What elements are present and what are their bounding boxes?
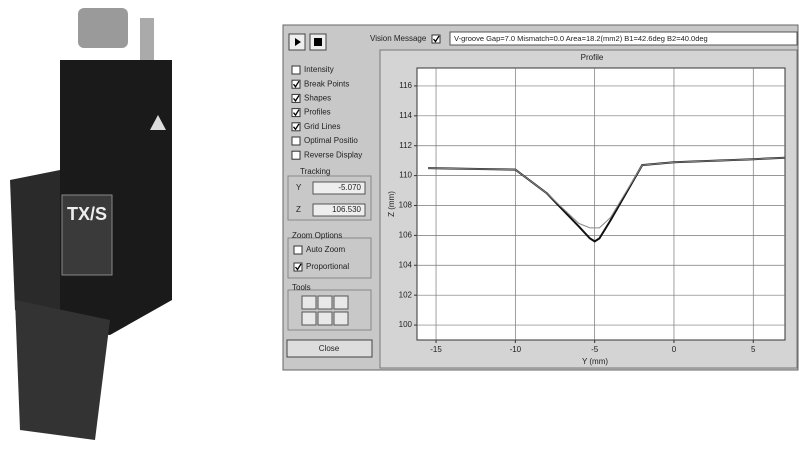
message-text: V-groove Gap=7.0 Mismatch=0.0 Area=18.2(… <box>454 34 708 43</box>
option-label: Shapes <box>304 94 331 103</box>
x-axis-label: Y (mm) <box>582 357 608 366</box>
y-tick-label: 106 <box>399 230 413 239</box>
checkbox[interactable] <box>294 246 302 254</box>
checkbox[interactable] <box>292 151 300 159</box>
x-tick-label: 0 <box>672 345 677 354</box>
tool-button[interactable] <box>334 296 348 309</box>
y-tick-label: 114 <box>399 111 412 120</box>
stop-icon <box>314 38 322 46</box>
y-axis-label: Z (mm) <box>387 191 396 217</box>
option-label: Proportional <box>306 262 349 271</box>
group-title: Tracking <box>300 167 330 176</box>
plot-area <box>417 68 785 340</box>
y-tick-label: 108 <box>399 201 413 210</box>
tool-button[interactable] <box>318 296 332 309</box>
y-tick-label: 102 <box>399 290 413 299</box>
option-label: Grid Lines <box>304 122 340 131</box>
x-tick-label: -10 <box>510 345 522 354</box>
y-tick-label: 104 <box>399 260 413 269</box>
checkbox[interactable] <box>292 66 300 74</box>
option-label: Reverse Display <box>304 150 362 159</box>
tool-button[interactable] <box>334 312 348 325</box>
chart-title: Profile <box>581 53 604 62</box>
x-tick-label: -15 <box>430 345 442 354</box>
field-label: Y <box>296 183 302 192</box>
option-label: Intensity <box>304 65 334 74</box>
vision-message-label: Vision Message <box>370 34 427 43</box>
tool-button[interactable] <box>318 312 332 325</box>
y-tick-label: 100 <box>399 320 413 329</box>
checkbox[interactable] <box>292 137 300 145</box>
scene: TX/S Vision Message V-groove Gap=7.0 Mis… <box>0 0 799 445</box>
sensor-label: TX/S <box>67 204 107 224</box>
y-tick-label: 116 <box>399 81 412 90</box>
sensor-fitting <box>140 18 154 60</box>
y-tick-label: 110 <box>399 171 412 180</box>
tool-button[interactable] <box>302 296 316 309</box>
x-tick-label: 5 <box>751 345 756 354</box>
page: { "photo": {"label": "TX/S"}, "toolbar":… <box>0 0 799 445</box>
group-title: Zoom Options <box>292 231 342 240</box>
field-value: -5.070 <box>338 183 361 192</box>
option-label: Optimal Positio <box>304 136 358 145</box>
y-tick-label: 112 <box>399 141 412 150</box>
tool-button[interactable] <box>302 312 316 325</box>
close-label: Close <box>319 344 340 353</box>
option-label: Profiles <box>304 108 331 117</box>
group-title: Tools <box>292 283 311 292</box>
option-label: Auto Zoom <box>306 245 345 254</box>
option-label: Break Points <box>304 79 349 88</box>
sensor-connector <box>78 8 128 48</box>
x-tick-label: -5 <box>591 345 599 354</box>
field-label: Z <box>296 205 301 214</box>
sensor-plate <box>15 300 110 440</box>
sensor-photo: TX/S <box>10 8 172 440</box>
field-value: 106.530 <box>332 205 361 214</box>
